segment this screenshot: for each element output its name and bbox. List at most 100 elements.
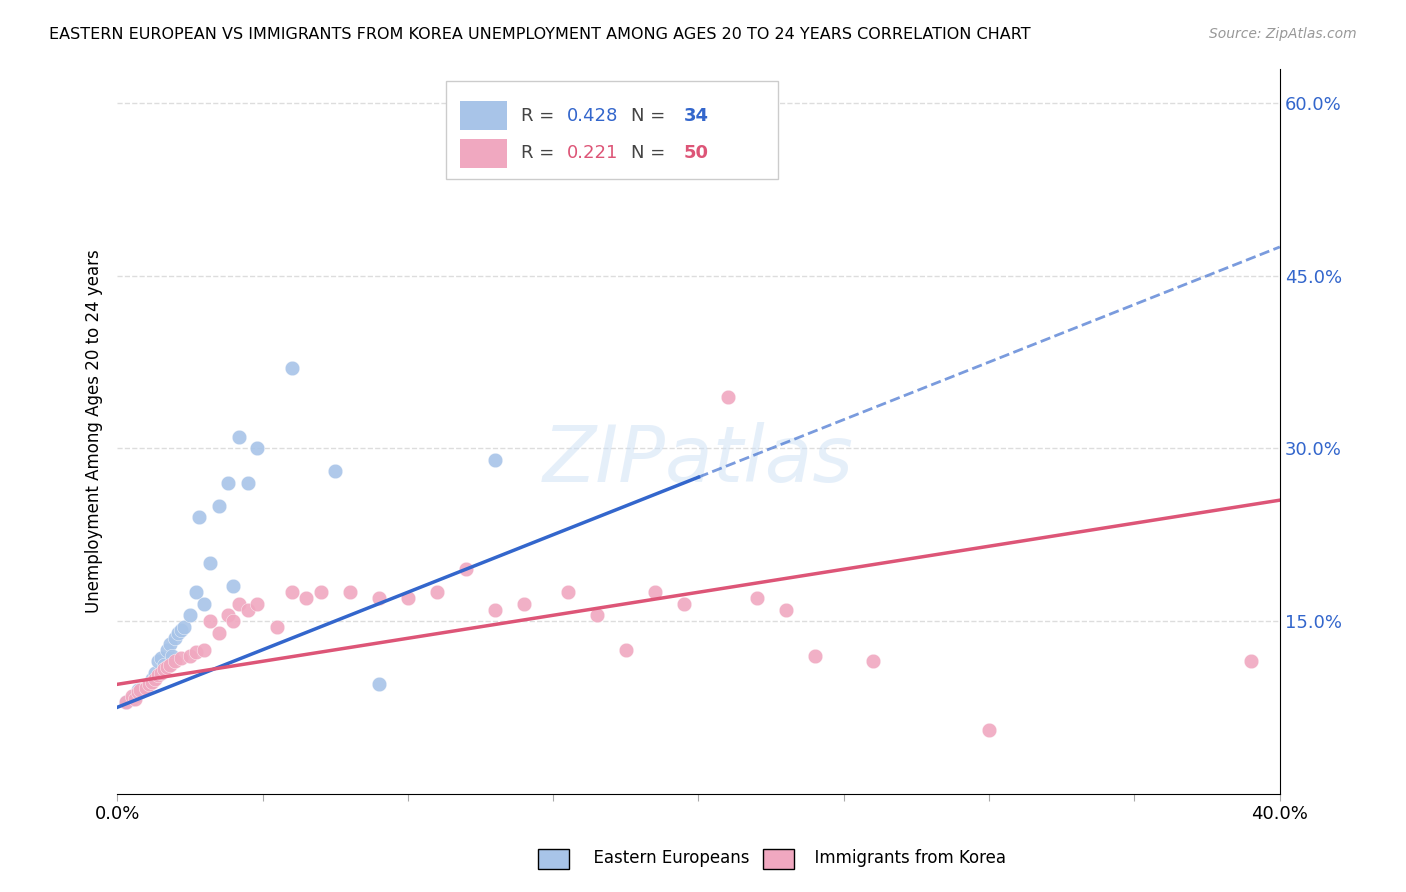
FancyBboxPatch shape: [460, 101, 506, 130]
Point: [557, 585, 579, 599]
Point: [200, 614, 222, 628]
Point: [152, 657, 174, 672]
Text: Immigrants from Korea: Immigrants from Korea: [804, 849, 1007, 867]
Point: [454, 562, 477, 576]
Point: [208, 499, 231, 513]
Point: [138, 677, 160, 691]
Point: [688, 107, 710, 121]
Point: [129, 683, 152, 698]
Point: [200, 557, 222, 571]
Point: [170, 624, 193, 638]
Point: [149, 665, 172, 680]
Y-axis label: Unemployment Among Ages 20 to 24 years: Unemployment Among Ages 20 to 24 years: [86, 249, 103, 613]
Point: [135, 681, 157, 695]
Point: [208, 625, 231, 640]
Point: [115, 695, 138, 709]
Point: [672, 597, 695, 611]
Point: [135, 681, 157, 695]
Text: N =: N =: [631, 107, 671, 125]
Point: [1240, 654, 1263, 668]
Point: [149, 651, 172, 665]
Point: [246, 597, 269, 611]
Point: [159, 657, 181, 672]
Point: [513, 597, 536, 611]
Point: [280, 585, 302, 599]
FancyBboxPatch shape: [446, 81, 778, 178]
Text: R =: R =: [520, 145, 560, 162]
Point: [143, 672, 166, 686]
Point: [484, 602, 506, 616]
Point: [367, 677, 389, 691]
Text: N =: N =: [631, 145, 671, 162]
Text: 0.428: 0.428: [567, 107, 619, 125]
Point: [127, 683, 149, 698]
Point: [222, 614, 245, 628]
Point: [266, 620, 288, 634]
Text: 34: 34: [683, 107, 709, 125]
Text: 0.221: 0.221: [567, 145, 619, 162]
Point: [236, 602, 259, 616]
Point: [426, 585, 449, 599]
Point: [644, 585, 666, 599]
Point: [775, 602, 797, 616]
Point: [614, 642, 637, 657]
Point: [585, 608, 607, 623]
Point: [396, 591, 419, 605]
Text: Source: ZipAtlas.com: Source: ZipAtlas.com: [1209, 27, 1357, 41]
Point: [484, 453, 506, 467]
Text: EASTERN EUROPEAN VS IMMIGRANTS FROM KOREA UNEMPLOYMENT AMONG AGES 20 TO 24 YEARS: EASTERN EUROPEAN VS IMMIGRANTS FROM KORE…: [49, 27, 1031, 42]
Text: Eastern Europeans: Eastern Europeans: [583, 849, 749, 867]
Point: [246, 442, 269, 456]
Point: [143, 665, 166, 680]
Point: [127, 685, 149, 699]
Point: [165, 632, 187, 646]
Point: [165, 654, 187, 668]
Point: [184, 585, 207, 599]
Point: [323, 464, 346, 478]
Point: [222, 579, 245, 593]
Point: [716, 390, 738, 404]
Point: [280, 360, 302, 375]
Point: [193, 597, 215, 611]
Point: [193, 642, 215, 657]
Point: [146, 668, 169, 682]
Point: [141, 675, 163, 690]
Text: R =: R =: [520, 107, 560, 125]
Point: [309, 585, 332, 599]
Point: [187, 510, 209, 524]
Point: [152, 662, 174, 676]
Point: [124, 692, 146, 706]
Point: [979, 723, 1001, 738]
Point: [236, 475, 259, 490]
Point: [170, 651, 193, 665]
Point: [146, 654, 169, 668]
Point: [141, 672, 163, 686]
Point: [339, 585, 361, 599]
Point: [138, 677, 160, 691]
Point: [115, 695, 138, 709]
Point: [217, 608, 239, 623]
Point: [745, 591, 768, 605]
Point: [803, 648, 825, 663]
Point: [862, 654, 884, 668]
Point: [367, 591, 389, 605]
Point: [124, 689, 146, 703]
Point: [129, 685, 152, 699]
Point: [217, 475, 239, 490]
Point: [159, 637, 181, 651]
Point: [179, 648, 201, 663]
Point: [295, 591, 318, 605]
Point: [228, 597, 250, 611]
Point: [155, 660, 177, 674]
Point: [121, 689, 143, 703]
Point: [184, 645, 207, 659]
Text: ZIPatlas: ZIPatlas: [543, 422, 853, 498]
FancyBboxPatch shape: [460, 139, 506, 168]
Text: 50: 50: [683, 145, 709, 162]
Point: [162, 648, 184, 663]
Point: [179, 608, 201, 623]
Point: [121, 692, 143, 706]
Point: [167, 625, 190, 640]
Point: [155, 642, 177, 657]
Point: [228, 430, 250, 444]
